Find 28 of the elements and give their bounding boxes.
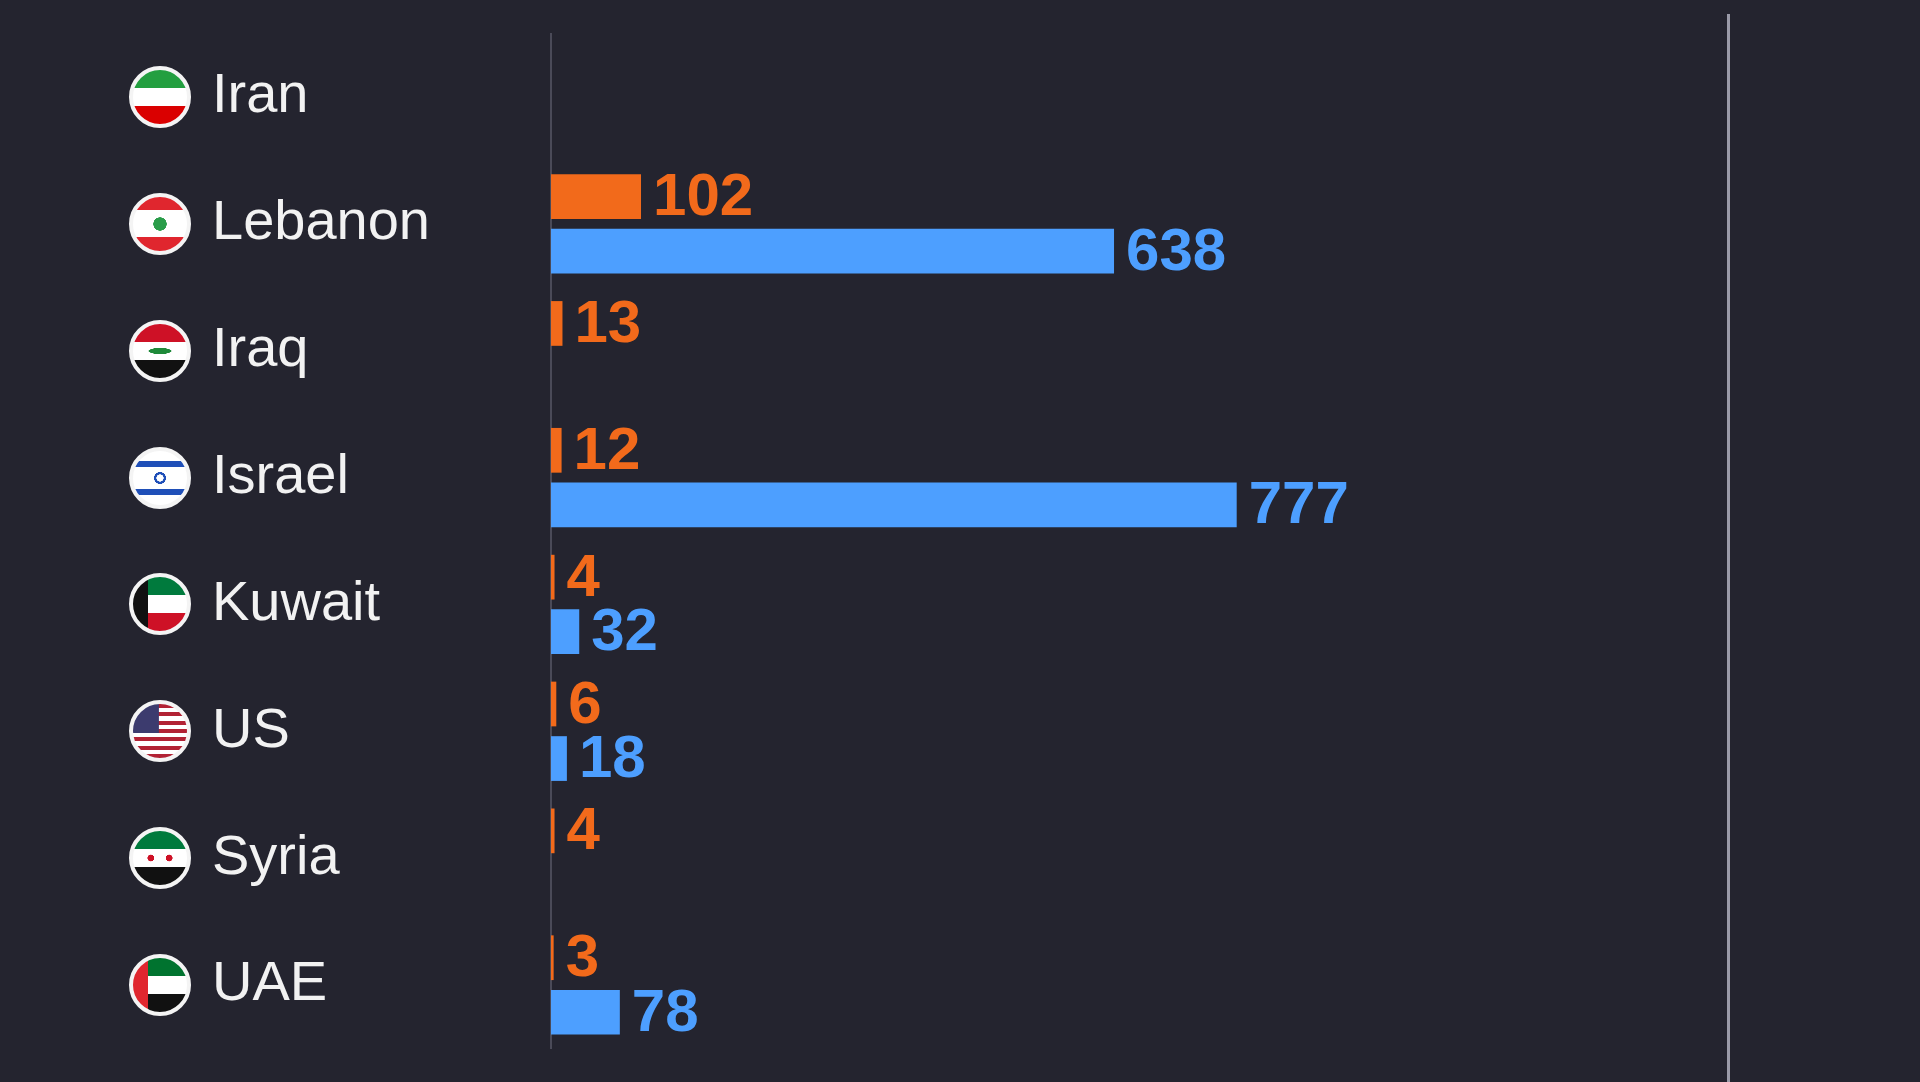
bar [551, 301, 563, 346]
y-tick-label: Iran [212, 61, 309, 125]
data-label: 3 [565, 922, 600, 990]
y-tick-label: US [212, 695, 290, 759]
bar [551, 609, 580, 655]
bar [551, 554, 555, 600]
bar [551, 482, 1237, 528]
y-tick-label: Syria [212, 822, 341, 886]
y-tick-label: Kuwait [212, 568, 381, 632]
bar [551, 228, 1115, 274]
bar [551, 736, 567, 781]
bar [551, 935, 554, 981]
bar [551, 989, 620, 1035]
data-label: 4 [566, 795, 601, 863]
y-tick-label: UAE [212, 949, 328, 1013]
data-label: 638 [1126, 215, 1227, 283]
data-label: 102 [653, 161, 754, 229]
bar [551, 174, 642, 219]
y-tick-label: Lebanon [212, 188, 431, 252]
data-label: 777 [1248, 469, 1349, 537]
bar [551, 427, 562, 473]
bar [551, 808, 555, 854]
y-tick-label: Iraq [212, 315, 309, 379]
data-label: 13 [574, 288, 642, 355]
bar [551, 681, 557, 727]
data-label: 12 [573, 414, 641, 482]
y-tick-label: Israel [212, 442, 349, 506]
data-label: 78 [631, 976, 699, 1044]
